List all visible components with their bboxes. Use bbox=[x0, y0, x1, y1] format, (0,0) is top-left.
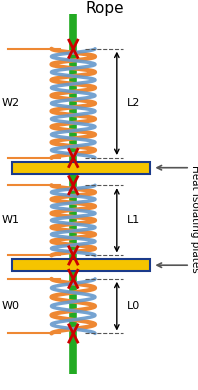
Text: L2: L2 bbox=[127, 98, 140, 108]
Text: W1: W1 bbox=[2, 215, 20, 225]
Text: W0: W0 bbox=[2, 301, 20, 311]
Bar bbox=[12, 259, 150, 271]
Text: Heat Isolating plates: Heat Isolating plates bbox=[190, 165, 198, 272]
Bar bbox=[12, 162, 150, 174]
Text: Rope: Rope bbox=[85, 1, 124, 16]
Text: L0: L0 bbox=[127, 301, 140, 311]
Text: W2: W2 bbox=[2, 98, 20, 108]
Text: L1: L1 bbox=[127, 215, 140, 225]
